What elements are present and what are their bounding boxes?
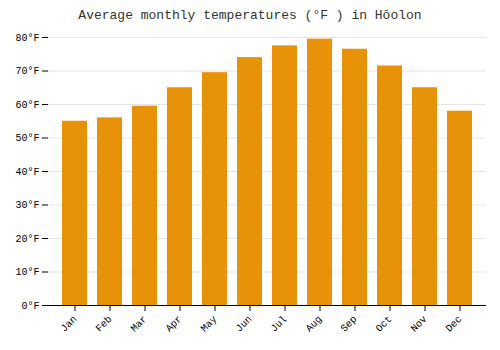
svg-text:20°F: 20°F xyxy=(15,234,39,245)
svg-text:Feb: Feb xyxy=(94,314,115,335)
svg-text:40°F: 40°F xyxy=(15,167,39,178)
svg-text:Oct: Oct xyxy=(374,314,395,335)
svg-text:Apr: Apr xyxy=(164,314,185,335)
svg-text:Mar: Mar xyxy=(129,314,150,335)
svg-text:Aug: Aug xyxy=(304,314,325,335)
svg-text:80°F: 80°F xyxy=(15,33,39,44)
svg-text:60°F: 60°F xyxy=(15,100,39,111)
svg-text:70°F: 70°F xyxy=(15,66,39,77)
svg-text:30°F: 30°F xyxy=(15,200,39,211)
html-text:Average monthly temperatures (: Average monthly temperatures (°F ) in Hō… xyxy=(78,8,422,23)
svg-text:May: May xyxy=(199,314,220,335)
svg-text:10°F: 10°F xyxy=(15,267,39,278)
svg-text:Nov: Nov xyxy=(409,314,430,335)
svg-text:Jul: Jul xyxy=(269,314,290,335)
svg-text:Jan: Jan xyxy=(59,314,80,335)
svg-text:Sep: Sep xyxy=(339,314,360,335)
svg-text:0°F: 0°F xyxy=(21,301,39,312)
svg-text:50°F: 50°F xyxy=(15,133,39,144)
svg-text:Jun: Jun xyxy=(234,314,255,335)
svg-text:Dec: Dec xyxy=(444,314,465,335)
